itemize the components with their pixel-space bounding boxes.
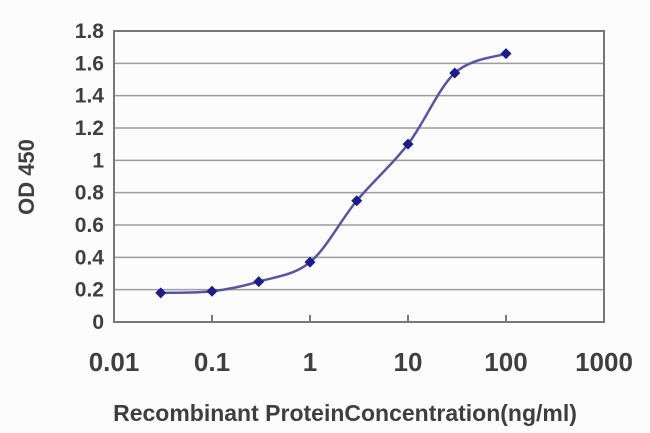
data-point-marker [253,276,265,288]
y-axis-title: OD 450 [14,139,39,215]
x-tick-label: 1 [303,347,317,377]
data-point-marker [449,67,461,79]
data-point-marker [304,256,316,268]
x-tick-label: 10 [394,347,423,377]
data-point-marker [402,138,414,150]
y-tick-label: 1 [92,149,104,172]
x-tick-label: 0.01 [89,347,140,377]
data-point-marker [500,48,512,60]
plot-frame [113,30,605,323]
y-tick-label: 0.6 [75,214,104,237]
y-tick-label: 1.4 [75,85,105,108]
data-point-marker [206,285,218,297]
x-tick-label: 0.1 [194,347,230,377]
y-tick-label: 0.8 [75,182,105,205]
x-axis-title: Recombinant ProteinConcentration(ng/ml) [113,400,577,426]
y-tick-label: 0.2 [75,279,104,302]
y-tick-label: 1.6 [75,52,104,75]
y-tick-label: 1.2 [75,117,104,140]
x-tick-label: 1000 [575,347,633,377]
y-tick-label: 1.8 [75,20,105,43]
y-tick-label: 0 [92,311,104,334]
data-point-marker [351,195,363,207]
data-line [159,52,508,295]
data-point-marker [155,287,167,299]
y-tick-label: 0.4 [75,246,105,269]
x-tick-label: 100 [484,347,527,377]
